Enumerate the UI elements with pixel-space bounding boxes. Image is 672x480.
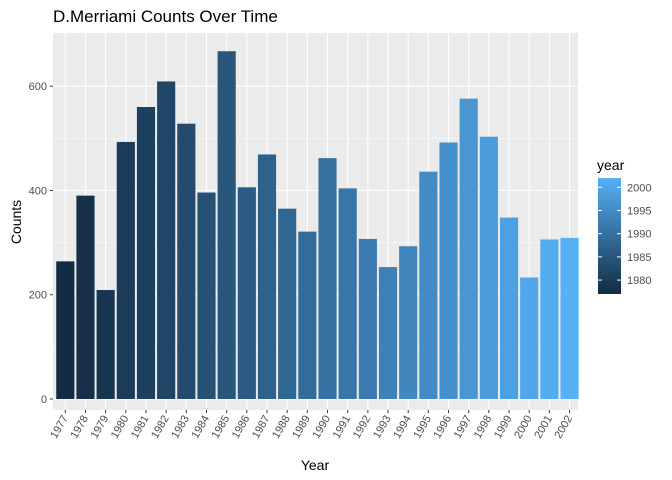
bar-1984 xyxy=(197,192,216,399)
x-tick-label: 1993 xyxy=(371,414,394,441)
x-tick-label: 1985 xyxy=(210,414,233,441)
bar-1988 xyxy=(278,208,297,399)
x-tick-label: 1995 xyxy=(411,414,434,441)
bar-1982 xyxy=(157,81,176,399)
bar-1996 xyxy=(439,142,458,400)
bar-1987 xyxy=(257,154,277,399)
x-tick-label: 1992 xyxy=(351,414,374,441)
legend-label: 1990 xyxy=(627,229,651,241)
x-tick-label: 2002 xyxy=(553,414,576,441)
y-tick-label: 400 xyxy=(29,185,47,197)
x-tick-label: 1990 xyxy=(310,414,333,441)
x-tick-label: 1997 xyxy=(452,414,475,441)
bars xyxy=(56,51,579,400)
bar-1978 xyxy=(76,195,95,399)
legend-label: 1995 xyxy=(627,205,651,217)
bar-1999 xyxy=(499,217,519,399)
x-tick-label: 1999 xyxy=(492,414,515,441)
bar-2002 xyxy=(560,237,579,399)
x-tick-label: 1982 xyxy=(149,414,172,441)
x-axis: 1977197819791980198119821983198419851986… xyxy=(48,410,575,441)
chart-title: D.Merriami Counts Over Time xyxy=(53,7,278,26)
y-tick-label: 200 xyxy=(29,290,47,302)
bar-1993 xyxy=(378,267,398,399)
legend-label: 2000 xyxy=(627,182,651,194)
x-tick-label: 1991 xyxy=(331,414,354,441)
x-tick-label: 1996 xyxy=(431,414,454,441)
x-tick-label: 1978 xyxy=(68,414,91,441)
bar-1990 xyxy=(318,158,337,399)
bar-2000 xyxy=(520,277,539,399)
bar-2001 xyxy=(540,239,559,399)
x-tick-label: 1998 xyxy=(472,414,495,441)
x-tick-label: 1988 xyxy=(270,414,293,441)
bar-1985 xyxy=(217,51,236,400)
x-tick-label: 1981 xyxy=(129,414,152,441)
bar-1994 xyxy=(399,246,418,399)
legend: year 2000 1995 1990 1985 1980 xyxy=(597,157,651,294)
bar-1997 xyxy=(459,98,478,400)
bar-1991 xyxy=(338,188,357,399)
x-tick-label: 1994 xyxy=(391,414,414,441)
y-axis: 0 200 400 600 xyxy=(29,81,53,406)
x-tick-label: 2001 xyxy=(532,414,555,441)
bar-1992 xyxy=(358,238,377,399)
x-tick-label: 1986 xyxy=(230,414,253,441)
x-tick-label: 1980 xyxy=(109,414,132,441)
x-axis-title: Year xyxy=(301,457,330,473)
y-axis-title: Counts xyxy=(8,200,24,244)
bar-1983 xyxy=(177,123,196,399)
x-tick-label: 1983 xyxy=(169,414,192,441)
x-tick-label: 1977 xyxy=(48,414,71,441)
legend-title: year xyxy=(597,157,625,173)
y-tick-label: 600 xyxy=(29,81,47,93)
x-tick-label: 1989 xyxy=(290,414,313,441)
bar-1977 xyxy=(56,261,75,399)
bar-1989 xyxy=(298,231,317,399)
bar-1979 xyxy=(96,290,115,399)
bar-1980 xyxy=(116,141,135,399)
legend-label: 1985 xyxy=(627,252,651,264)
x-tick-label: 1987 xyxy=(250,414,273,441)
bar-1981 xyxy=(136,107,156,400)
x-tick-label: 1984 xyxy=(189,414,212,441)
legend-colorbar xyxy=(598,178,621,294)
x-tick-label: 1979 xyxy=(89,414,112,441)
y-tick-label: 0 xyxy=(41,394,47,406)
bar-1998 xyxy=(479,136,498,400)
x-tick-label: 2000 xyxy=(512,414,535,441)
bar-1995 xyxy=(419,171,438,399)
legend-label: 1980 xyxy=(627,275,651,287)
bar-1986 xyxy=(237,187,256,399)
